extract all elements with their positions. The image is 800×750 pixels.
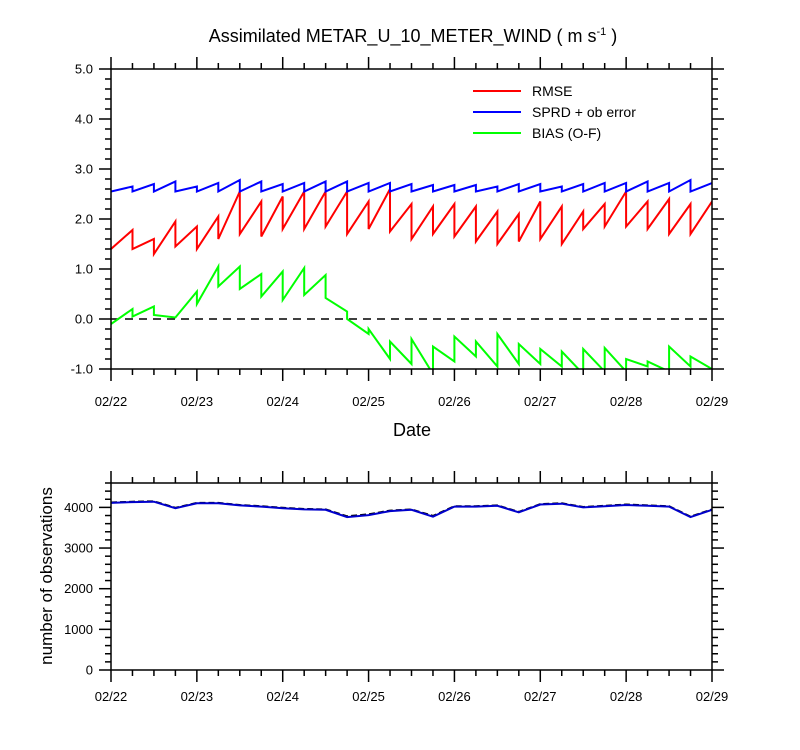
y-tick-label: -1.0 <box>71 362 93 377</box>
legend-label-sprd-ob-error: SPRD + ob error <box>532 104 636 120</box>
legend-label-bias-o-f: BIAS (O-F) <box>532 125 601 141</box>
y-tick-label: 3.0 <box>75 162 93 177</box>
y-tick-label: 4000 <box>64 500 93 515</box>
y-tick-label: 1000 <box>64 622 93 637</box>
x-tick-label: 02/23 <box>181 394 214 409</box>
legend: RMSE SPRD + ob error BIAS (O-F) <box>473 83 636 141</box>
x-tick-label: 02/29 <box>696 394 729 409</box>
x-tick-label: 02/28 <box>610 689 643 704</box>
x-tick-label: 02/25 <box>352 689 385 704</box>
bottom-y-axis-label: number of observations <box>37 487 56 665</box>
plot-frame <box>110 482 713 671</box>
y-tick-label: 1.0 <box>75 262 93 277</box>
chart-title-superscript: -1 <box>596 26 606 38</box>
y-tick-label: 3000 <box>64 541 93 556</box>
series-line-series-1 <box>111 500 712 519</box>
x-tick-label: 02/22 <box>95 689 128 704</box>
y-tick-label: 0 <box>86 663 93 678</box>
y-tick-label: 2.0 <box>75 212 93 227</box>
x-tick-label: 02/24 <box>266 394 299 409</box>
x-tick-label: 02/27 <box>524 689 557 704</box>
x-tick-label: 02/22 <box>95 394 128 409</box>
x-tick-label: 02/26 <box>438 689 471 704</box>
series-line-sprd-ob-error <box>111 178 712 194</box>
bottom-chart: 02/22 02/23 02/24 02/25 02/26 02/27 02/28 02/29… <box>64 471 728 704</box>
x-tick-label: 02/23 <box>181 689 214 704</box>
top-x-axis-label: Date <box>393 420 431 440</box>
legend-label-rmse: RMSE <box>532 83 572 99</box>
series-group <box>111 500 712 519</box>
chart-title: Assimilated METAR_U_10_METER_WIND ( m s-… <box>209 26 618 47</box>
chart-title-end: ) <box>606 26 617 46</box>
y-tick-label: 2000 <box>64 581 93 596</box>
series-line-bias-o-f <box>111 262 712 369</box>
top-chart: 02/22 02/23 02/24 02/25 02/26 02/27 02/28 02/29… <box>71 57 729 409</box>
x-tick-label: 02/28 <box>610 394 643 409</box>
x-tick-label: 02/26 <box>438 394 471 409</box>
series-line-rmse <box>111 187 712 258</box>
x-tick-label: 02/29 <box>696 689 729 704</box>
y-tick-label: 4.0 <box>75 112 93 127</box>
y-tick-label: 0.0 <box>75 312 93 327</box>
chart-title-main: Assimilated METAR_U_10_METER_WIND ( m s <box>209 26 597 47</box>
x-tick-label: 02/27 <box>524 394 557 409</box>
y-tick-label: 5.0 <box>75 62 93 77</box>
x-tick-label: 02/25 <box>352 394 385 409</box>
x-tick-label: 02/24 <box>266 689 299 704</box>
series-group <box>111 178 712 369</box>
